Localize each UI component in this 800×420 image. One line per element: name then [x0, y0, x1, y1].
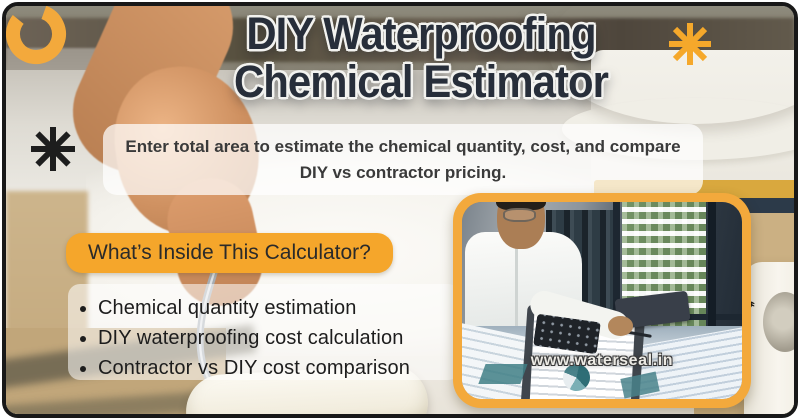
feature-panel: Chemical quantity estimation DIY waterpr… — [68, 284, 460, 380]
title-line-1: DIY Waterproofing — [246, 8, 596, 59]
website-url: www.waterseal.in — [530, 351, 674, 369]
man-hand — [607, 316, 633, 336]
feature-item-comparison: Contractor vs DIY cost comparison — [98, 353, 452, 383]
subtitle-card: Enter total area to estimate the chemica… — [103, 124, 703, 195]
subtitle-text: Enter total area to estimate the chemica… — [125, 137, 681, 182]
window-frame — [708, 202, 717, 399]
man-hair — [495, 202, 546, 210]
title-line-2: Chemical Estimator — [233, 55, 609, 107]
feature-item-diy-cost: DIY waterproofing cost calculation — [98, 323, 452, 353]
feature-list: Chemical quantity estimation DIY waterpr… — [68, 284, 460, 392]
inset-photo-frame: www.waterseal.in — [453, 193, 751, 408]
ring-icon — [6, 6, 66, 64]
calculator-photo: www.waterseal.in — [462, 202, 742, 399]
asterisk-icon — [669, 23, 711, 65]
whats-inside-badge: What’s Inside This Calculator? — [66, 233, 393, 273]
asterisk-icon — [31, 127, 75, 171]
feature-item-quantity: Chemical quantity estimation — [98, 293, 452, 323]
glasses — [502, 207, 537, 222]
roller-refill-core — [763, 292, 794, 352]
page-title: DIY Waterproofing Chemical Estimator — [175, 10, 668, 105]
shirt-placket — [515, 241, 519, 356]
